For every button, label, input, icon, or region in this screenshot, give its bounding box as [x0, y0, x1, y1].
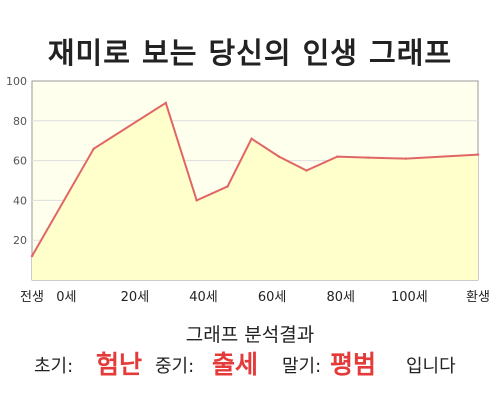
- late-value: 평범: [330, 350, 377, 379]
- x-axis: 전생 0세 20세 40세 60세 80세 100세 환생: [20, 290, 490, 305]
- series-area: [32, 102, 478, 280]
- data-point: [226, 185, 229, 188]
- y-tick-label: 20: [13, 234, 27, 247]
- x-tick-label: 0세: [56, 290, 76, 305]
- series-points: [30, 101, 480, 258]
- early-label: 초기:: [34, 356, 74, 377]
- data-point: [305, 169, 308, 172]
- data-point: [404, 157, 408, 160]
- suffix-text: 입니다: [406, 356, 456, 377]
- x-tick-label: 전생: [20, 290, 44, 305]
- data-point: [277, 155, 281, 158]
- early-value: 험난: [96, 350, 143, 379]
- data-point: [367, 156, 370, 159]
- y-axis: 20 40 60 80 100: [6, 75, 27, 247]
- data-point: [250, 137, 253, 140]
- data-point: [195, 199, 198, 202]
- x-tick-label: 100세: [391, 290, 428, 305]
- mid-label: 중기:: [155, 356, 195, 377]
- x-tick-label: 20세: [121, 290, 150, 305]
- x-tick-label: 환생: [466, 290, 490, 305]
- data-point: [164, 101, 167, 105]
- y-tick-label: 60: [13, 155, 27, 168]
- late-label: 말기:: [282, 356, 322, 377]
- data-point: [30, 254, 34, 258]
- mid-value: 출세: [212, 350, 259, 379]
- x-tick-label: 60세: [258, 290, 287, 305]
- y-tick-label: 80: [13, 115, 27, 128]
- x-tick-label: 80세: [327, 290, 356, 305]
- x-tick-label: 40세: [189, 290, 218, 305]
- data-point: [92, 147, 95, 150]
- data-point: [336, 155, 339, 158]
- series-line: [31, 101, 479, 257]
- y-tick-label: 100: [6, 75, 27, 88]
- chart-title: 재미로 보는 당신의 인생 그래프: [47, 36, 453, 70]
- analysis-heading: 그래프 분석결과: [185, 324, 315, 346]
- y-tick-label: 40: [13, 194, 27, 207]
- data-point: [476, 153, 480, 156]
